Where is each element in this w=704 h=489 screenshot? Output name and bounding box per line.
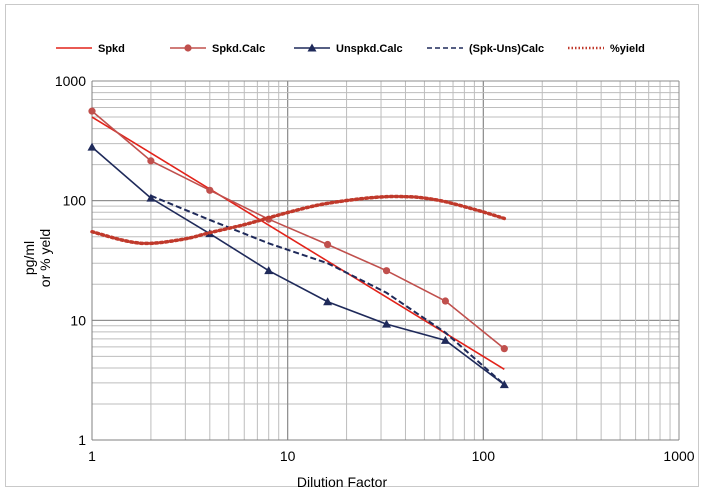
series-spk-uns-calc (150, 194, 505, 386)
legend-item-spkd-calc: Spkd.Calc (170, 43, 265, 55)
data-point-circle (324, 240, 332, 249)
x-tick-label: 10 (280, 448, 296, 464)
legend-label: Spkd (98, 43, 125, 55)
data-point-circle (441, 297, 450, 305)
legend-label: (Spk-Uns)Calc (469, 43, 544, 55)
x-tick-label: 100 (472, 448, 496, 464)
y-tick-label: 100 (63, 193, 87, 209)
legend-label: Spkd.Calc (212, 43, 265, 55)
data-point-triangle (440, 335, 450, 344)
line-chart: 1 10 100 1000 1 10 100 1000 Spkd Spkd.Calc Unspkd… (21, 43, 695, 488)
series-line-spk-uns-calc (150, 194, 505, 386)
series-line-yield (90, 194, 507, 246)
x-tick-label: 1000 (663, 448, 694, 464)
data-point-circle (500, 345, 508, 353)
series-spkd (91, 116, 505, 370)
data-point-triangle (146, 193, 156, 202)
legend-item-unspkd-calc: Unspkd.Calc (294, 43, 403, 55)
legend-item-spkd: Spkd (56, 43, 125, 55)
y-tick-label: 10 (70, 312, 86, 328)
y-axis-label-line: pg/ml (21, 241, 37, 275)
grid (91, 80, 680, 441)
data-point-circle (206, 186, 214, 194)
legend-item-spk-uns-calc: (Spk-Uns)Calc (427, 43, 544, 55)
y-tick-label: 1000 (55, 73, 86, 89)
data-point-triangle (87, 142, 97, 151)
series-layer (87, 107, 509, 389)
data-point-triangle (264, 266, 274, 275)
data-point-circle (184, 44, 192, 52)
legend-label: %yield (610, 43, 645, 55)
data-point-triangle (499, 380, 509, 389)
data-point-circle (88, 107, 96, 115)
series-unspkd-calc (87, 142, 509, 389)
axes: 1 10 100 1000 1 10 100 1000 (55, 73, 695, 464)
data-point-triangle (323, 297, 333, 306)
series-yield (90, 194, 507, 246)
data-point-circle (147, 157, 155, 165)
chart-frame: 1 10 100 1000 1 10 100 1000 Spkd Spkd.Calc Unspkd… (5, 4, 699, 488)
y-tick-label: 1 (78, 432, 86, 448)
data-point-triangle (307, 43, 317, 52)
data-point-triangle (382, 319, 392, 328)
x-tick-label: 1 (88, 448, 96, 464)
legend: Spkd Spkd.Calc Unspkd.Calc (Spk-Uns)Calc %yi… (56, 43, 645, 55)
legend-label: Unspkd.Calc (336, 43, 403, 55)
legend-item-yield: %yield (568, 43, 645, 55)
series-line-spkd (91, 116, 505, 370)
series-line-unspkd-calc (91, 146, 505, 386)
data-point-circle (382, 267, 391, 275)
x-axis-label: Dilution Factor (297, 474, 388, 488)
y-axis-label-line: or % yeld (37, 229, 53, 287)
series-line-spkd-calc (91, 110, 505, 350)
series-spkd-calc (88, 107, 508, 353)
y-axis-label: pg/ml or % yeld (21, 229, 53, 287)
